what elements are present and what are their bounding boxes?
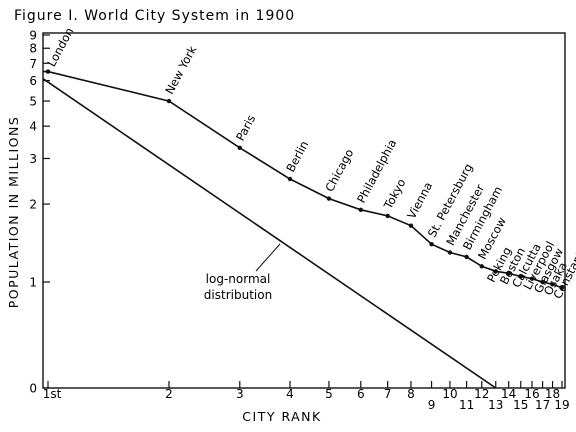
x-tick-label: 14 bbox=[501, 387, 516, 401]
x-tick-label: 19 bbox=[554, 398, 569, 412]
data-point bbox=[550, 282, 555, 287]
annotation-leader bbox=[255, 243, 281, 272]
x-tick-label: 8 bbox=[407, 387, 415, 401]
city-label: Tokyo bbox=[381, 176, 409, 212]
y-tick-label: 3 bbox=[29, 152, 37, 166]
data-point bbox=[237, 145, 242, 150]
y-tick-label: 2 bbox=[29, 198, 37, 212]
annotation-line-2: distribution bbox=[204, 288, 272, 302]
x-tick-label: 1st bbox=[43, 387, 62, 401]
data-point bbox=[493, 269, 498, 274]
x-tick-label: 11 bbox=[459, 398, 474, 412]
data-point bbox=[408, 223, 414, 228]
city-label: Chicago bbox=[322, 147, 356, 194]
y-tick-label: 6 bbox=[29, 74, 37, 88]
x-tick-label: 2 bbox=[165, 387, 173, 401]
data-point bbox=[358, 207, 363, 213]
y-axis: 0 1 2 3 4 5 6 789 bbox=[29, 29, 50, 396]
x-tick-label: 7 bbox=[384, 387, 392, 401]
y-tick-label: 1 bbox=[29, 276, 37, 290]
y-tick-label: 0 bbox=[29, 382, 37, 396]
x-tick-label: 15 bbox=[513, 398, 528, 412]
data-point bbox=[464, 254, 469, 260]
city-label: Berlin bbox=[283, 138, 311, 174]
chart-title: Figure I. World City System in 1900 bbox=[14, 8, 295, 24]
city-label: Paris bbox=[233, 112, 258, 143]
city-label: London bbox=[44, 25, 76, 69]
data-point bbox=[506, 271, 511, 276]
y-axis-label: POPULATION IN MILLIONS bbox=[6, 116, 21, 309]
y-tick-label: 5 bbox=[29, 95, 37, 109]
data-point bbox=[518, 274, 523, 279]
data-point bbox=[45, 69, 51, 74]
x-tick-label: 16 bbox=[524, 387, 539, 401]
data-point bbox=[529, 276, 535, 281]
x-axis-label: CITY RANK bbox=[242, 409, 321, 424]
x-tick-label: 4 bbox=[286, 387, 294, 401]
x-tick-label: 9 bbox=[428, 398, 436, 412]
annotation-line-1: log-normal bbox=[206, 272, 271, 286]
lognormal-series bbox=[42, 78, 497, 389]
data-point bbox=[559, 285, 565, 290]
x-tick-label: 17 bbox=[535, 398, 550, 412]
y-tick-label: 8 bbox=[29, 42, 37, 56]
y-tick-label: 4 bbox=[29, 120, 37, 134]
x-tick-label: 13 bbox=[488, 398, 503, 412]
plot-frame bbox=[42, 32, 566, 389]
x-tick-label: 10 bbox=[442, 387, 457, 401]
observed-series bbox=[43, 69, 565, 290]
x-tick-label: 12 bbox=[474, 387, 489, 401]
data-point bbox=[540, 279, 545, 285]
data-point bbox=[326, 196, 332, 201]
x-tick-label: 18 bbox=[545, 387, 560, 401]
plot-area bbox=[42, 32, 566, 389]
data-point bbox=[166, 98, 172, 104]
data-point bbox=[385, 213, 390, 219]
x-tick-label: 5 bbox=[325, 387, 333, 401]
data-point bbox=[479, 264, 484, 269]
x-tick-label: 6 bbox=[357, 387, 365, 401]
y-tick-label: 7 bbox=[29, 57, 37, 71]
lognormal-line bbox=[42, 78, 497, 389]
y-tick-label: 9 bbox=[29, 29, 37, 43]
city-label: Vienna bbox=[404, 180, 435, 221]
data-point bbox=[287, 176, 293, 182]
x-tick-label: 3 bbox=[236, 387, 244, 401]
data-point bbox=[447, 250, 453, 255]
city-label: New York bbox=[162, 43, 199, 96]
data-point bbox=[429, 241, 434, 247]
